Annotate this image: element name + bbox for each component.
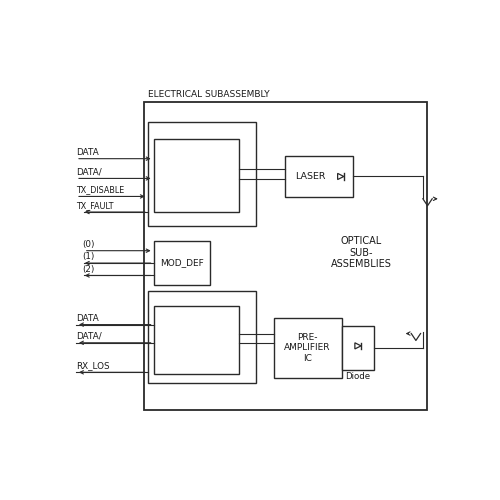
Text: DATA/: DATA/ xyxy=(76,332,102,341)
Text: LASER: LASER xyxy=(295,172,326,181)
Bar xyxy=(148,122,256,226)
Bar xyxy=(144,102,427,410)
Text: OPTICAL
SUB-
ASSEMBLIES: OPTICAL SUB- ASSEMBLIES xyxy=(330,236,392,269)
Text: DATA: DATA xyxy=(76,148,99,157)
Text: (0): (0) xyxy=(82,240,94,249)
Bar xyxy=(274,318,342,378)
Bar xyxy=(148,291,256,384)
Text: DATA/: DATA/ xyxy=(76,168,102,176)
Text: TX_FAULT: TX_FAULT xyxy=(76,201,114,210)
Text: (1): (1) xyxy=(82,252,94,261)
Text: Diode: Diode xyxy=(346,372,370,381)
Text: TX_DISABLE: TX_DISABLE xyxy=(76,186,124,194)
Text: RX_LOS: RX_LOS xyxy=(76,362,110,370)
Text: PRE-
AMPLIFIER
IC: PRE- AMPLIFIER IC xyxy=(284,333,331,362)
Bar xyxy=(154,306,239,374)
Text: DATA: DATA xyxy=(76,314,99,322)
Text: (2): (2) xyxy=(82,264,94,274)
Bar xyxy=(286,156,353,196)
Bar xyxy=(342,326,374,370)
Bar xyxy=(154,241,210,285)
Text: MOD_DEF: MOD_DEF xyxy=(160,258,204,268)
Bar xyxy=(154,139,239,212)
Text: ELECTRICAL SUBASSEMBLY: ELECTRICAL SUBASSEMBLY xyxy=(148,90,270,100)
